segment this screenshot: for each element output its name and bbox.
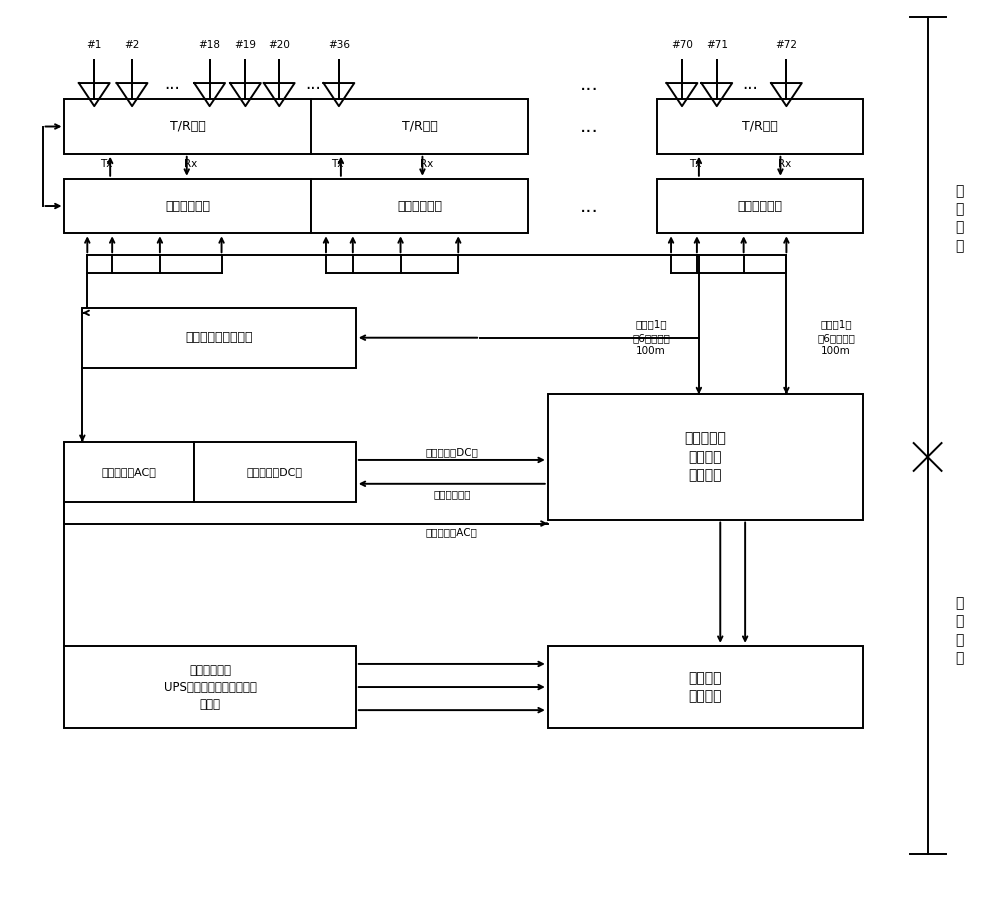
Text: #70: #70 [671, 40, 693, 50]
Bar [64, 179, 311, 234]
Text: #36: #36 [328, 40, 350, 50]
Text: Rx: Rx [184, 159, 197, 169]
Bar [657, 179, 863, 234]
Text: 数据处理
数据传输: 数据处理 数据传输 [689, 671, 722, 704]
Text: 主控计算机
系统控制
信号处理: 主控计算机 系统控制 信号处理 [684, 431, 726, 483]
Text: 一次电源（AC）: 一次电源（AC） [102, 467, 157, 477]
Text: 二次电源控制: 二次电源控制 [433, 489, 471, 499]
Text: 天
线
场
内: 天 线 场 内 [955, 184, 964, 253]
Text: 同步与扫描控制系统: 同步与扫描控制系统 [185, 331, 253, 345]
Text: #20: #20 [268, 40, 290, 50]
Text: 控
制
室
内: 控 制 室 内 [955, 596, 964, 666]
Text: #19: #19 [234, 40, 256, 50]
Text: ...: ... [305, 75, 321, 93]
Text: 前端数字单元: 前端数字单元 [738, 199, 783, 213]
Text: #18: #18 [199, 40, 221, 50]
Bar [194, 442, 356, 502]
Text: #71: #71 [706, 40, 728, 50]
Text: T/R组件: T/R组件 [402, 120, 437, 133]
Bar [548, 394, 863, 520]
Text: #72: #72 [775, 40, 797, 50]
Text: #1: #1 [87, 40, 102, 50]
Text: Tx: Tx [331, 159, 343, 169]
Text: 时钟线1套
（6类网线）
100m: 时钟线1套 （6类网线） 100m [632, 319, 670, 356]
Text: ...: ... [743, 75, 758, 93]
Text: ...: ... [164, 75, 180, 93]
Bar [64, 99, 528, 154]
Text: 前端数字单元: 前端数字单元 [397, 199, 442, 213]
Text: ...: ... [580, 75, 599, 94]
Text: Tx: Tx [100, 159, 112, 169]
Text: T/R组件: T/R组件 [742, 120, 778, 133]
Text: 服务支持单元
UPS、控温控湿设备、雷电
防护等: 服务支持单元 UPS、控温控湿设备、雷电 防护等 [164, 664, 257, 711]
Text: Tx: Tx [689, 159, 701, 169]
Text: T/R组件: T/R组件 [170, 120, 206, 133]
Text: 二次电源（DC）: 二次电源（DC） [247, 467, 303, 477]
Bar [64, 646, 356, 728]
Text: #2: #2 [124, 40, 140, 50]
Bar [548, 646, 863, 728]
Bar [64, 442, 194, 502]
Text: Rx: Rx [420, 159, 433, 169]
Text: 系统供电（DC）: 系统供电（DC） [425, 447, 478, 457]
Text: Rx: Rx [778, 159, 791, 169]
Bar [657, 99, 863, 154]
Text: 前端数字单元: 前端数字单元 [165, 199, 210, 213]
Text: ...: ... [580, 117, 599, 136]
Bar [82, 308, 356, 367]
Text: 数据线1套
（6类网线）
100m: 数据线1套 （6类网线） 100m [817, 319, 855, 356]
Bar [311, 179, 528, 234]
Text: ...: ... [580, 197, 599, 216]
Text: 系统供电（AC）: 系统供电（AC） [426, 528, 478, 538]
